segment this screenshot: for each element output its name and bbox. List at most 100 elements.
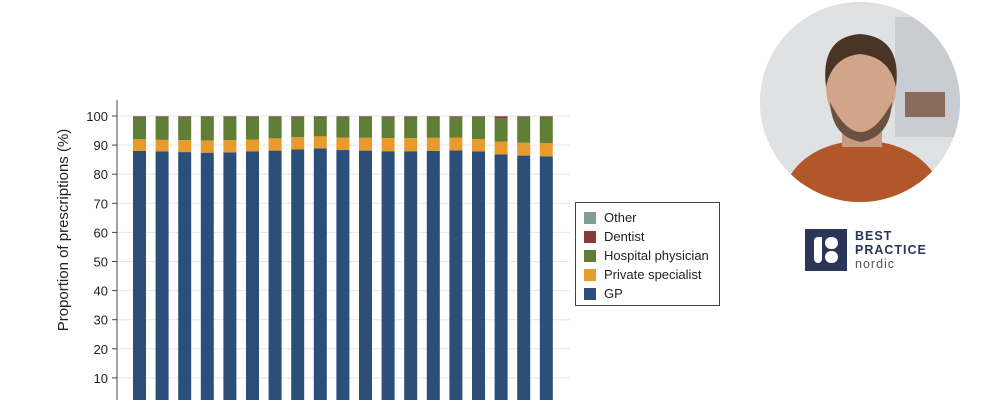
bar-gp	[313, 148, 327, 400]
bar-private-specialist	[291, 137, 305, 150]
y-tick-label: 100	[86, 109, 108, 124]
bar-gp	[268, 150, 282, 400]
bar-private-specialist	[200, 140, 214, 153]
bar-private-specialist	[155, 139, 169, 152]
bar-private-specialist	[178, 140, 192, 153]
bar-other	[246, 116, 259, 117]
bar-private-specialist	[449, 137, 463, 151]
bar-dentist	[426, 116, 440, 118]
bar-dentist	[472, 116, 485, 118]
bar-hospital-physician	[200, 117, 214, 141]
legend-item-other: Other	[584, 208, 711, 227]
chart-legend: Other Dentist Hospital physician Private…	[575, 202, 720, 306]
bar-private-specialist	[494, 141, 508, 155]
bar-gp	[539, 156, 553, 400]
bar-other	[336, 116, 350, 117]
bar-hospital-physician	[178, 117, 192, 141]
bar-hospital-physician	[472, 117, 485, 139]
y-tick-label: 20	[94, 342, 108, 357]
bar-gp	[178, 152, 192, 400]
bar-dentist	[494, 116, 508, 119]
bar-private-specialist	[359, 137, 372, 151]
bar-gp	[426, 150, 440, 400]
bar-dentist	[178, 116, 192, 118]
bar-gp	[246, 151, 259, 400]
bar-private-specialist	[223, 140, 237, 153]
bar-other	[291, 116, 305, 117]
y-tick-label: 50	[94, 255, 108, 270]
bar-private-specialist	[336, 137, 350, 151]
legend-item-gp: GP	[584, 284, 711, 303]
y-tick-label: 90	[94, 138, 108, 153]
y-tick-label: 70	[94, 196, 108, 211]
bar-dentist	[449, 116, 463, 118]
bar-private-specialist	[472, 138, 485, 152]
y-axis-label: Proportion of prescriptions (%)	[55, 129, 72, 332]
bar-gp	[155, 151, 169, 400]
bar-hospital-physician	[313, 117, 327, 137]
bar-dentist	[155, 116, 169, 118]
bar-gp	[494, 154, 508, 400]
bar-hospital-physician	[291, 117, 305, 138]
bar-dentist	[381, 116, 395, 118]
bar-hospital-physician	[133, 117, 146, 140]
legend-swatch	[584, 268, 596, 281]
bar-private-specialist	[268, 138, 282, 151]
legend-swatch	[584, 230, 596, 243]
bar-gp	[133, 150, 146, 400]
bar-other	[155, 116, 169, 117]
bar-private-specialist	[381, 138, 395, 152]
bar-dentist	[404, 116, 418, 118]
bar-dentist	[539, 116, 553, 118]
legend-label: GP	[604, 286, 623, 301]
legend-item-dentist: Dentist	[584, 227, 711, 246]
legend-label: Hospital physician	[604, 248, 709, 263]
logo-text-best: BEST	[855, 229, 893, 243]
bar-other	[449, 116, 463, 117]
legend-swatch	[584, 249, 596, 262]
bar-hospital-physician	[246, 117, 259, 140]
bar-other	[381, 116, 395, 117]
bar-hospital-physician	[494, 118, 508, 142]
bar-other	[313, 116, 327, 117]
bar-private-specialist	[133, 139, 146, 151]
bar-private-specialist	[246, 139, 259, 152]
bar-hospital-physician	[449, 117, 463, 138]
presenter-image	[760, 2, 960, 202]
bar-hospital-physician	[426, 117, 440, 138]
bar-gp	[359, 150, 372, 400]
bar-dentist	[223, 116, 237, 118]
legend-item-hospital: Hospital physician	[584, 246, 711, 265]
bar-private-specialist	[539, 143, 553, 157]
bar-dentist	[268, 116, 282, 118]
legend-label: Dentist	[604, 229, 645, 244]
bar-private-specialist	[313, 136, 327, 149]
bar-hospital-physician	[539, 117, 553, 144]
y-tick-label: 80	[94, 167, 108, 182]
logo-text-practice: PRACTICE	[855, 243, 927, 257]
bar-gp	[404, 151, 418, 400]
bar-gp	[291, 149, 305, 400]
y-tick-label: 10	[94, 371, 108, 386]
bar-gp	[200, 152, 214, 400]
bar-gp	[223, 152, 237, 400]
bar-gp	[336, 150, 350, 400]
bar-gp	[472, 151, 485, 400]
bar-hospital-physician	[517, 117, 531, 143]
bar-gp	[517, 155, 531, 400]
bar-hospital-physician	[268, 117, 282, 139]
bar-private-specialist	[426, 137, 440, 151]
bar-dentist	[133, 116, 146, 118]
bar-other	[359, 116, 372, 117]
y-tick-label: 40	[94, 284, 108, 299]
bar-other	[178, 116, 192, 117]
bar-dentist	[359, 116, 372, 118]
bar-other	[517, 116, 531, 117]
bar-hospital-physician	[381, 117, 395, 139]
legend-label: Private specialist	[604, 267, 702, 282]
bar-other	[223, 116, 237, 117]
bar-dentist	[336, 116, 350, 118]
bar-hospital-physician	[336, 117, 350, 138]
logo-mark-icon	[805, 229, 847, 271]
